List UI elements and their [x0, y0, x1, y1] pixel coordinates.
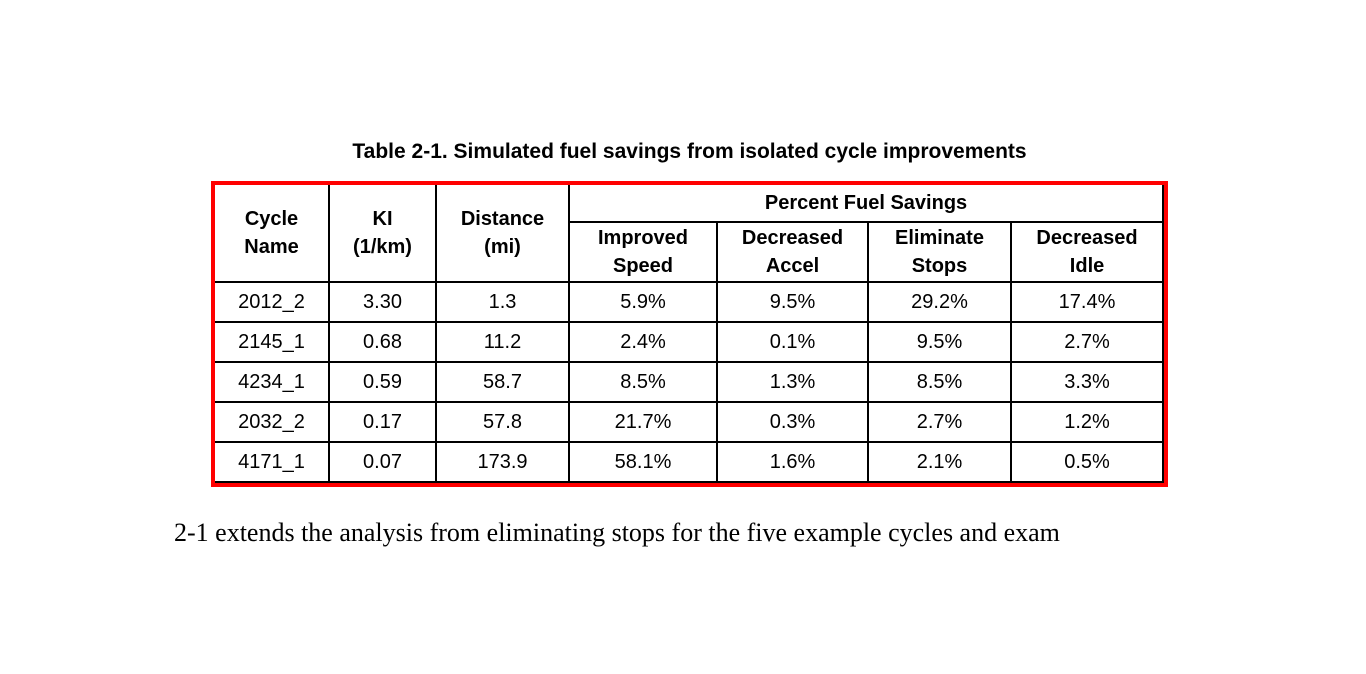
fuel-savings-table: Cycle Name KI (1/km) Distance (mi) Perce…	[215, 185, 1165, 483]
table-row: 2012_2 3.30 1.3 5.9% 9.5% 29.2% 17.4%	[215, 283, 1165, 323]
col-header-distance: Distance (mi)	[437, 185, 570, 283]
cell-improved-speed: 2.4%	[570, 323, 718, 363]
cell-ki: 0.68	[330, 323, 437, 363]
cell-ki: 0.59	[330, 363, 437, 403]
cell-distance: 1.3	[437, 283, 570, 323]
cell-improved-speed: 21.7%	[570, 403, 718, 443]
cell-decreased-idle: 0.5%	[1012, 443, 1165, 483]
cell-cycle-name: 2012_2	[215, 283, 330, 323]
cell-decreased-accel: 0.3%	[718, 403, 869, 443]
cell-improved-speed: 5.9%	[570, 283, 718, 323]
cell-ki: 0.07	[330, 443, 437, 483]
table-row: 4171_1 0.07 173.9 58.1% 1.6% 2.1% 0.5%	[215, 443, 1165, 483]
cell-decreased-idle: 2.7%	[1012, 323, 1165, 363]
cell-distance: 57.8	[437, 403, 570, 443]
table-row: 2032_2 0.17 57.8 21.7% 0.3% 2.7% 1.2%	[215, 403, 1165, 443]
cell-distance: 58.7	[437, 363, 570, 403]
cell-cycle-name: 2032_2	[215, 403, 330, 443]
cell-eliminate-stops: 8.5%	[869, 363, 1012, 403]
cell-cycle-name: 4234_1	[215, 363, 330, 403]
col-header-ki: KI (1/km)	[330, 185, 437, 283]
cell-eliminate-stops: 9.5%	[869, 323, 1012, 363]
cell-decreased-accel: 9.5%	[718, 283, 869, 323]
table-caption: Table 2-1. Simulated fuel savings from i…	[352, 140, 1027, 163]
cell-decreased-idle: 3.3%	[1012, 363, 1165, 403]
cell-improved-speed: 8.5%	[570, 363, 718, 403]
table-row: 4234_1 0.59 58.7 8.5% 1.3% 8.5% 3.3%	[215, 363, 1165, 403]
cell-ki: 0.17	[330, 403, 437, 443]
table-row: 2145_1 0.68 11.2 2.4% 0.1% 9.5% 2.7%	[215, 323, 1165, 363]
cell-ki: 3.30	[330, 283, 437, 323]
cell-cycle-name: 4171_1	[215, 443, 330, 483]
col-header-decreased-accel: Decreased Accel	[718, 223, 869, 283]
col-header-cycle-name: Cycle Name	[215, 185, 330, 283]
body-text-fragment: 2-1 extends the analysis from eliminatin…	[174, 518, 1060, 547]
cell-eliminate-stops: 2.1%	[869, 443, 1012, 483]
col-header-percent-fuel-savings: Percent Fuel Savings	[570, 185, 1165, 223]
cell-eliminate-stops: 29.2%	[869, 283, 1012, 323]
cell-decreased-accel: 0.1%	[718, 323, 869, 363]
col-header-decreased-idle: Decreased Idle	[1012, 223, 1165, 283]
col-header-improved-speed: Improved Speed	[570, 223, 718, 283]
col-header-eliminate-stops: Eliminate Stops	[869, 223, 1012, 283]
cell-improved-speed: 58.1%	[570, 443, 718, 483]
cell-eliminate-stops: 2.7%	[869, 403, 1012, 443]
cell-decreased-idle: 17.4%	[1012, 283, 1165, 323]
cell-distance: 173.9	[437, 443, 570, 483]
header-sub-row: Improved Speed Decreased Accel Eliminate…	[215, 223, 1165, 283]
cell-cycle-name: 2145_1	[215, 323, 330, 363]
fuel-savings-table-frame: Cycle Name KI (1/km) Distance (mi) Perce…	[211, 181, 1168, 487]
header-group-row: Cycle Name KI (1/km) Distance (mi) Perce…	[215, 185, 1165, 283]
cell-decreased-accel: 1.3%	[718, 363, 869, 403]
cell-decreased-idle: 1.2%	[1012, 403, 1165, 443]
cell-decreased-accel: 1.6%	[718, 443, 869, 483]
cell-distance: 11.2	[437, 323, 570, 363]
